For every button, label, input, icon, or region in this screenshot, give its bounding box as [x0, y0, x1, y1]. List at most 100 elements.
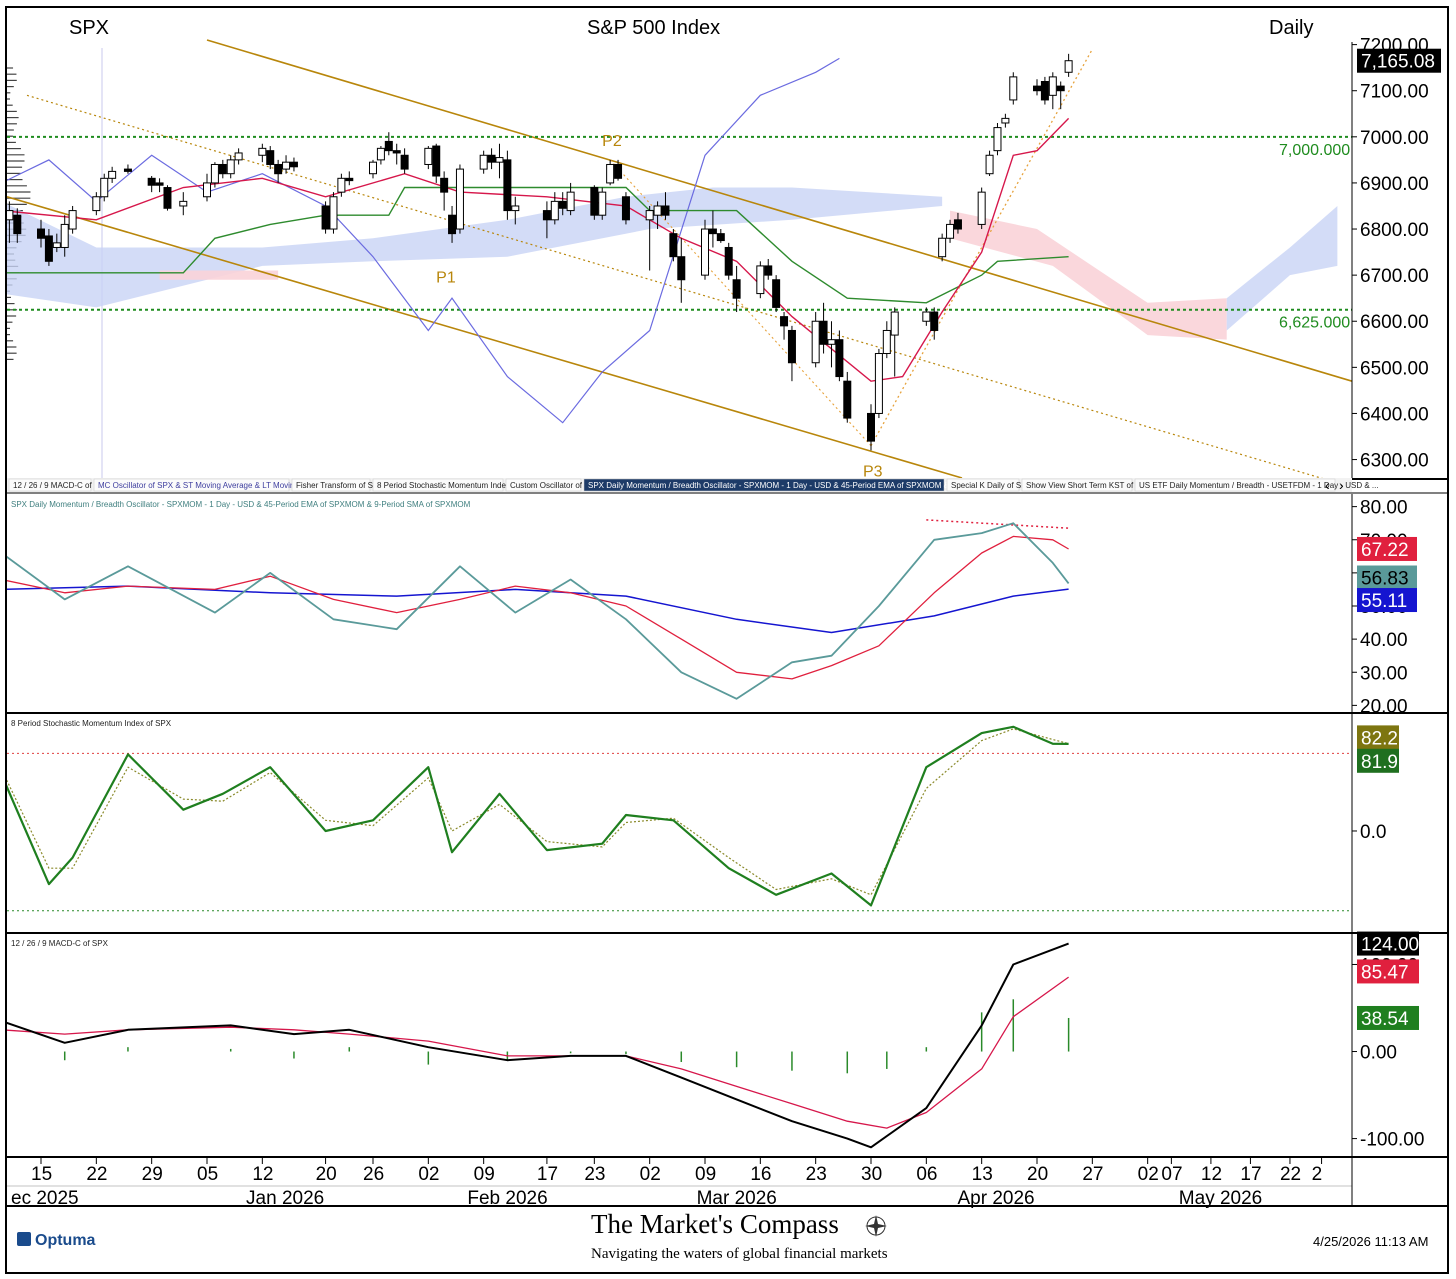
chart-window: SPX S&P 500 Index Daily 7,000.000 6,625.000 P… [0, 6, 1449, 1274]
candle-body [701, 228, 709, 276]
sma-value-label: 67.22 [1361, 540, 1409, 561]
candle-body [13, 214, 22, 235]
candle-body [511, 205, 520, 212]
oscillator-overlay-line [1, 57, 840, 424]
signal-value-label: 85.47 [1361, 962, 1409, 983]
tab-4[interactable] [505, 478, 582, 492]
candle-body [100, 177, 109, 198]
x-tick-label: 15 [31, 1164, 52, 1185]
tab-6[interactable] [946, 478, 1020, 492]
candle-body [843, 380, 852, 419]
candle-body [819, 320, 828, 345]
date-axis: 15 22 29 05 12 20 26 02 09 17 23 02 09 16 23 30 06 13 20 27… [7, 1156, 1353, 1209]
candle-body [218, 163, 227, 175]
candle-body [922, 311, 931, 322]
ichimoku-cloud-bullish [1, 187, 943, 308]
smi-signal-line [0, 728, 1069, 896]
candle-body [867, 412, 875, 442]
level-label: 6,625.000 [1279, 315, 1350, 332]
x-tick-label: 09 [695, 1164, 716, 1185]
candle-body [274, 163, 283, 175]
y-tick-label: 30.00 [1360, 663, 1408, 684]
period-label: Daily [1269, 17, 1313, 39]
ichimoku-cloud-bearish-early [159, 270, 279, 280]
candle-body [787, 329, 796, 364]
candle-body [874, 353, 883, 414]
x-tick-label: 17 [537, 1164, 558, 1185]
kijun-line [1, 186, 1069, 304]
candle-body [772, 279, 781, 308]
sma9-line [1, 535, 1069, 680]
tab-8[interactable] [1134, 478, 1336, 492]
chevron-right-icon[interactable]: › [1339, 477, 1344, 493]
candle-body [155, 182, 164, 186]
pivot-label: P3 [863, 463, 883, 480]
month-label: Feb 2026 [467, 1188, 547, 1209]
tab-label: Custom Oscillator of SPX [510, 481, 601, 490]
chevron-left-icon[interactable]: ‹ [1325, 477, 1330, 493]
candle-body [37, 228, 45, 239]
momentum-panel: SPX Daily Momentum / Breadth Oscillator … [0, 494, 1447, 717]
x-tick-label: 20 [1027, 1164, 1048, 1185]
candle-body [724, 246, 733, 276]
tab-2[interactable] [291, 478, 371, 492]
y-tick-label: 20.00 [1360, 696, 1408, 717]
candle-body [621, 196, 630, 221]
month-label: May 2026 [1179, 1188, 1262, 1209]
y-tick-label: 7000.00 [1360, 128, 1429, 149]
x-tick-label: 05 [197, 1164, 218, 1185]
x-tick-label: 02 [1138, 1164, 1159, 1185]
x-tick-label: 22 [86, 1164, 107, 1185]
y-tick-label: 80.00 [1360, 498, 1408, 519]
y-tick-label: 40.00 [1360, 630, 1408, 651]
ema-value-label-bg [1357, 588, 1417, 613]
x-tick-label: 23 [584, 1164, 605, 1185]
candle-body [258, 147, 267, 156]
panel-title: 8 Period Stochastic Momentum Index of SP… [11, 719, 172, 728]
tab-1[interactable] [93, 478, 290, 492]
chart-canvas[interactable]: SPX S&P 500 Index Daily 7,000.000 6,625.000 P… [0, 8, 1447, 1272]
candle-body [210, 163, 219, 184]
candle-body [60, 223, 69, 248]
candle-body [44, 235, 53, 262]
candle-body [953, 219, 962, 230]
month-label: Mar 2026 [697, 1188, 777, 1209]
candle-body [282, 161, 291, 170]
spxmom-line [0, 522, 1070, 700]
chart-title: S&P 500 Index [587, 17, 720, 39]
y-tick-label: 0.0 [1360, 822, 1386, 843]
macd-value-label: 124.00 [1361, 935, 1419, 956]
candle-body [1048, 76, 1057, 96]
candle-body [424, 147, 433, 165]
candle-body [1064, 60, 1073, 73]
candle-body [938, 237, 947, 258]
candle-body [321, 205, 330, 230]
candle-body [764, 265, 773, 276]
x-tick-label: 20 [316, 1164, 337, 1185]
candle-body [384, 140, 393, 152]
candle-body [1056, 85, 1065, 92]
footer: Optuma The Market's Compass Navigating t… [7, 1205, 1447, 1262]
candle-body [550, 200, 559, 221]
tab-label: Show View Short Term KST of SPX [1026, 481, 1152, 490]
candle-body [479, 154, 488, 170]
candle-body [345, 177, 354, 182]
macd-line [1, 942, 1069, 1149]
tab-3[interactable] [372, 478, 504, 492]
candle-body [811, 320, 820, 364]
tab-5[interactable] [583, 478, 945, 492]
candle-body [147, 177, 156, 186]
candle-body [598, 191, 607, 216]
x-tick-label: 27 [1082, 1164, 1103, 1185]
tab-0[interactable] [8, 478, 92, 492]
signal-value-label-bg [1357, 959, 1419, 984]
candle-body [289, 161, 298, 168]
brand-subtitle: Navigating the waters of global financia… [591, 1246, 888, 1262]
candle-body [68, 210, 77, 230]
resistance-dotted-line [926, 519, 1069, 529]
tab-7[interactable] [1021, 478, 1133, 492]
candle-body [5, 210, 14, 221]
candle-body [448, 214, 457, 235]
y-tick-label: 6400.00 [1360, 404, 1429, 425]
